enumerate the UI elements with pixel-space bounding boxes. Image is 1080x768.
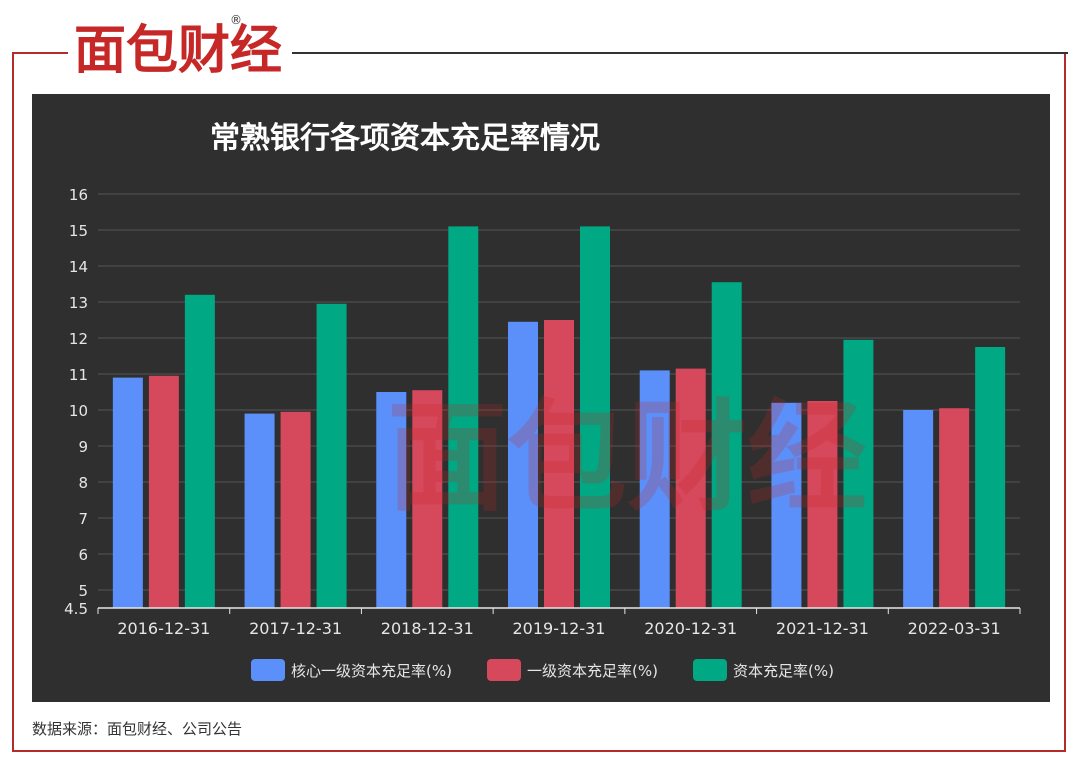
bar-chart: 常熟银行各项资本充足率情况 4.55 6 7 8 9 10 11 12 13 14 15 16 2016… [64, 121, 1021, 681]
y-tick-label: 4.5 [64, 600, 88, 618]
chart-title: 常熟银行各项资本充足率情况 [210, 121, 600, 156]
x-tick-label: 2020-12-31 [644, 619, 737, 638]
bar [975, 347, 1006, 608]
bar [807, 401, 838, 608]
bar [675, 368, 706, 608]
bar [843, 339, 874, 608]
bar [376, 392, 407, 608]
bar [412, 390, 443, 608]
bar [448, 226, 479, 608]
x-tick-label: 2021-12-31 [776, 619, 869, 638]
watermark-logo: 面包财经 [387, 389, 867, 528]
y-tick-label: 10 [69, 402, 88, 420]
bar [903, 410, 934, 608]
axis-layer: 4.55 6 7 8 9 10 11 12 13 14 15 16 2016-12-31 2017-12-… [64, 186, 1021, 638]
bar [639, 370, 670, 608]
legend-swatch [251, 659, 285, 681]
brand-logo-text: 面包财经 [74, 21, 282, 81]
y-tick-label: 12 [69, 330, 88, 348]
legend-label: 一级资本充足率(%) [527, 662, 658, 680]
y-tick-label: 5 [78, 582, 88, 600]
x-tick-label: 2019-12-31 [513, 619, 606, 638]
bar [112, 377, 143, 608]
legend-label: 核心一级资本充足率(%) [291, 662, 452, 680]
y-tick-label: 7 [78, 510, 88, 528]
x-tick-label: 2018-12-31 [381, 619, 474, 638]
data-source-note: 数据来源：面包财经、公司公告 [32, 720, 243, 738]
brand-logo-graphic: 面包财经 ® [74, 13, 282, 81]
bar [244, 413, 275, 608]
y-tick-label: 9 [78, 438, 88, 456]
legend-label: 资本充足率(%) [733, 662, 834, 680]
bar [148, 375, 179, 608]
x-tick-label: 2016-12-31 [117, 619, 210, 638]
bar [771, 402, 802, 608]
y-tick-label: 16 [69, 186, 88, 204]
page-frame [12, 52, 1066, 752]
bars-layer [112, 226, 1006, 608]
y-tick-label: 8 [78, 474, 88, 492]
bar [711, 282, 742, 608]
chart-panel: 常熟银行各项资本充足率情况 4.5 5 6 7 8 9 10 11 12 13 14 15 16 2016… [32, 94, 1050, 702]
legend: 核心一级资本充足率(%) 一级资本充足率(%) 资本充足率(%) [251, 659, 834, 681]
legend-swatch [487, 659, 521, 681]
y-tick-label: 13 [69, 294, 88, 312]
bar [939, 408, 970, 608]
watermark-text: 面包财经 [387, 389, 867, 528]
y-tick-label: 11 [69, 366, 88, 384]
legend-item[interactable]: 核心一级资本充足率(%) [251, 659, 452, 681]
bar [508, 321, 538, 608]
x-tick-label: 2022-03-31 [908, 619, 1001, 638]
legend-item[interactable]: 一级资本充足率(%) [487, 659, 658, 681]
bar [184, 294, 215, 608]
x-tick-label: 2017-12-31 [249, 619, 342, 638]
frame-top-left-line [12, 52, 68, 54]
frame-top-right-line [292, 52, 1068, 54]
bar [280, 411, 311, 608]
bar [316, 303, 347, 608]
bar [544, 320, 574, 608]
y-tick-label: 15 [69, 222, 88, 240]
registered-mark: ® [230, 13, 242, 27]
y-tick-label: 14 [69, 258, 88, 276]
y-tick-label: 6 [78, 546, 88, 564]
bar [580, 226, 610, 608]
legend-item[interactable]: 资本充足率(%) [693, 659, 834, 681]
legend-swatch [693, 659, 727, 681]
brand-logo: 面包财经 ® [68, 8, 288, 88]
